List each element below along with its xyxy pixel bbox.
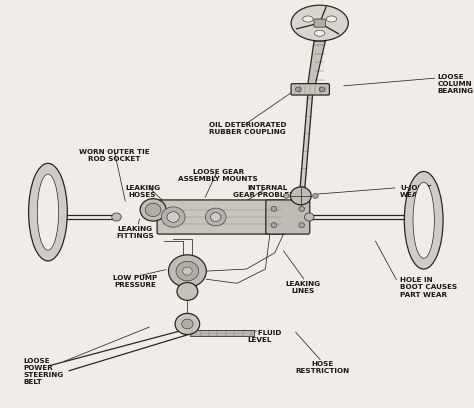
Ellipse shape (326, 16, 337, 22)
Polygon shape (300, 94, 313, 191)
Circle shape (182, 267, 192, 275)
Text: WORN OUTER TIE
ROD SOCKET: WORN OUTER TIE ROD SOCKET (79, 149, 149, 162)
Ellipse shape (303, 16, 313, 22)
Polygon shape (308, 41, 325, 84)
Circle shape (112, 213, 121, 221)
Circle shape (167, 212, 179, 222)
Ellipse shape (413, 182, 434, 258)
Circle shape (291, 187, 311, 205)
Text: LOOSE
COLUMN
BEARINGS: LOOSE COLUMN BEARINGS (438, 74, 474, 94)
Circle shape (175, 313, 200, 335)
Circle shape (182, 319, 193, 329)
Ellipse shape (28, 163, 67, 261)
Text: HOLE IN
BOOT CAUSES
PART WEAR: HOLE IN BOOT CAUSES PART WEAR (400, 277, 457, 297)
FancyBboxPatch shape (157, 200, 286, 234)
Ellipse shape (315, 30, 325, 36)
FancyBboxPatch shape (266, 200, 310, 234)
Circle shape (271, 223, 277, 228)
Ellipse shape (37, 174, 59, 250)
Text: LEAKING
HOSES: LEAKING HOSES (125, 185, 160, 198)
Ellipse shape (140, 199, 166, 221)
Circle shape (210, 213, 221, 222)
Circle shape (283, 193, 289, 198)
Text: LOW FLUID
LEVEL: LOW FLUID LEVEL (237, 330, 282, 343)
Text: INTERNAL
GEAR PROBLEMS: INTERNAL GEAR PROBLEMS (233, 185, 302, 198)
Text: LOOSE GEAR
ASSEMBLY MOUNTS: LOOSE GEAR ASSEMBLY MOUNTS (178, 169, 258, 182)
Bar (190, 330, 254, 336)
Circle shape (299, 223, 305, 228)
Ellipse shape (146, 203, 161, 217)
Text: U-JOINT
WEAR: U-JOINT WEAR (400, 185, 431, 198)
Circle shape (168, 255, 206, 287)
Text: LEAKING
FITTINGS: LEAKING FITTINGS (117, 226, 154, 239)
Circle shape (312, 193, 318, 198)
Circle shape (176, 262, 199, 281)
Circle shape (296, 87, 301, 92)
Ellipse shape (291, 5, 348, 41)
Text: HOSE
RESTRICTION: HOSE RESTRICTION (295, 361, 349, 375)
Circle shape (305, 213, 314, 221)
Text: LOOSE
POWER
STEERING
BELT: LOOSE POWER STEERING BELT (23, 358, 64, 386)
Text: LEAKING
LINES: LEAKING LINES (286, 281, 321, 294)
Text: LOW PUMP
PRESSURE: LOW PUMP PRESSURE (113, 275, 157, 288)
FancyBboxPatch shape (291, 84, 329, 95)
FancyBboxPatch shape (178, 271, 196, 287)
FancyBboxPatch shape (314, 19, 325, 27)
Ellipse shape (404, 171, 443, 269)
Circle shape (299, 206, 305, 211)
Circle shape (319, 87, 325, 92)
Circle shape (271, 206, 277, 211)
Circle shape (205, 208, 226, 226)
Circle shape (161, 207, 185, 227)
Text: OIL DETERIORATED
RUBBER COUPLING: OIL DETERIORATED RUBBER COUPLING (209, 122, 286, 135)
Circle shape (177, 282, 198, 300)
